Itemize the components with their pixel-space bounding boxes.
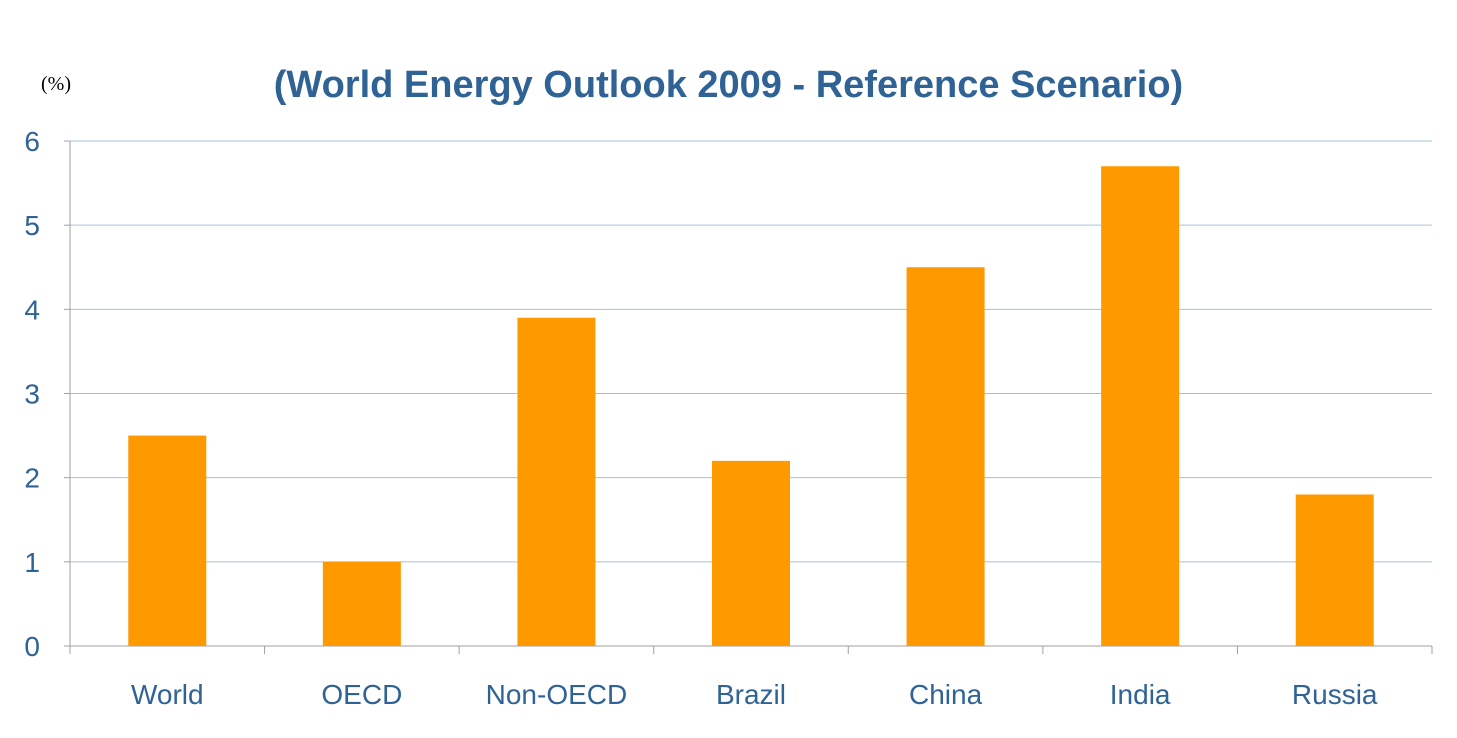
y-tick-label: 1 — [24, 547, 40, 578]
x-tick-label: OECD — [321, 679, 402, 710]
bar — [128, 435, 207, 646]
bar — [1101, 166, 1180, 646]
bar — [712, 460, 790, 646]
y-unit-label: (%) — [41, 73, 71, 95]
y-tick-label: 4 — [24, 294, 40, 325]
x-tick-label: India — [1110, 679, 1171, 710]
bar — [517, 317, 596, 646]
x-tick-label: China — [909, 679, 983, 710]
x-tick-label: Brazil — [716, 679, 786, 710]
y-tick-label: 2 — [24, 463, 40, 494]
y-tick-label: 5 — [24, 210, 40, 241]
x-tick-label: Non-OECD — [486, 679, 628, 710]
y-tick-label: 0 — [24, 631, 40, 662]
bar — [322, 561, 401, 646]
bar — [1295, 494, 1374, 646]
x-tick-label: World — [131, 679, 204, 710]
bar — [906, 267, 985, 646]
chart-title: (World Energy Outlook 2009 - Reference S… — [273, 64, 1184, 106]
y-tick-label: 6 — [24, 126, 40, 157]
y-tick-label: 3 — [24, 379, 40, 410]
x-tick-label: Russia — [1292, 679, 1378, 710]
